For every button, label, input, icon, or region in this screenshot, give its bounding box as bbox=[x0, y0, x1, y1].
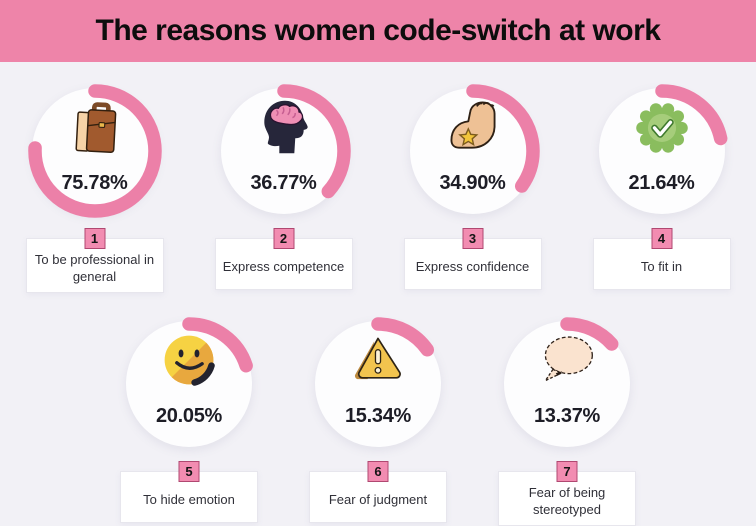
reason-label-box: 3 Express confidence bbox=[403, 228, 542, 290]
gauge-row-top: 75.78% 1 To be professional in general bbox=[0, 76, 756, 293]
progress-gauge: 75.78% bbox=[20, 76, 170, 226]
percent-value: 75.78% bbox=[61, 172, 128, 194]
approval-seal-icon bbox=[632, 97, 692, 157]
rank-badge: 1 bbox=[84, 228, 105, 249]
rank-badge: 3 bbox=[462, 228, 483, 249]
progress-arc bbox=[311, 317, 445, 451]
reason-label: To hide emotion bbox=[143, 491, 235, 507]
percent-value: 36.77% bbox=[250, 172, 317, 194]
reason-label-box: 1 To be professional in general bbox=[25, 228, 164, 293]
reason-label-box: 6 Fear of judgment bbox=[309, 460, 447, 523]
reason-label: Express competence bbox=[222, 259, 345, 275]
reason-label: To be professional in general bbox=[34, 252, 155, 284]
percent-value: 13.37% bbox=[533, 404, 601, 427]
reason-label-box: 4 To fit in bbox=[592, 228, 731, 290]
reason-card-7: 13.37% 7 Fear of being stereotyped bbox=[473, 309, 662, 526]
percent-value: 20.05% bbox=[155, 404, 223, 427]
progress-gauge: 21.64% bbox=[587, 76, 737, 226]
progress-gauge: 20.05% bbox=[114, 309, 264, 459]
reason-label: Express confidence bbox=[415, 259, 530, 275]
reason-label-box: 2 Express competence bbox=[214, 228, 353, 290]
reason-label: Fear of being stereotyped bbox=[528, 484, 606, 517]
speech-bubble-icon bbox=[537, 330, 597, 390]
rank-badge: 6 bbox=[367, 460, 389, 482]
reason-card-5: 20.05% 5 To hide emotion bbox=[95, 309, 284, 526]
progress-gauge: 13.37% bbox=[492, 309, 642, 459]
rank-badge: 2 bbox=[273, 228, 294, 249]
gauge-grid: 75.78% 1 To be professional in general bbox=[0, 76, 756, 526]
percent-value: 15.34% bbox=[344, 404, 412, 427]
briefcase-icon bbox=[65, 97, 125, 157]
percent-value: 21.64% bbox=[628, 172, 695, 194]
page-title: The reasons women code-switch at work bbox=[95, 14, 661, 47]
title-banner: The reasons women code-switch at work bbox=[0, 0, 756, 62]
rank-badge: 7 bbox=[556, 460, 578, 482]
reason-card-2: 36.77% 2 Express competence bbox=[189, 76, 378, 293]
reason-label: Fear of judgment bbox=[328, 491, 428, 507]
reason-card-3: 34.90% 3 Express confidence bbox=[378, 76, 567, 293]
reason-card-1: 75.78% 1 To be professional in general bbox=[0, 76, 189, 293]
progress-arc bbox=[500, 317, 634, 451]
percent-value: 34.90% bbox=[439, 172, 506, 194]
rank-badge: 5 bbox=[178, 460, 200, 482]
progress-gauge: 34.90% bbox=[398, 76, 548, 226]
flexed-biceps-icon bbox=[443, 97, 503, 157]
reason-label-box: 5 To hide emotion bbox=[120, 460, 258, 523]
reason-label-box: 7 Fear of being stereotyped bbox=[498, 460, 636, 526]
rank-badge: 4 bbox=[651, 228, 672, 249]
progress-arc bbox=[594, 84, 729, 218]
progress-gauge: 15.34% bbox=[303, 309, 453, 459]
progress-arc bbox=[122, 317, 256, 451]
reason-card-6: 15.34% 6 Fear of judgment bbox=[284, 309, 473, 526]
reason-label: To fit in bbox=[640, 259, 683, 275]
progress-gauge: 36.77% bbox=[209, 76, 359, 226]
head-with-brain-icon bbox=[254, 97, 314, 157]
warning-triangle-icon bbox=[348, 330, 408, 390]
gauge-row-bottom: 20.05% 5 To hide emotion bbox=[0, 309, 756, 526]
progress-arc bbox=[216, 84, 351, 218]
reason-card-4: 21.64% 4 To fit in bbox=[567, 76, 756, 293]
smiley-face-icon bbox=[159, 330, 219, 390]
progress-arc bbox=[27, 84, 162, 218]
progress-arc bbox=[405, 84, 540, 218]
